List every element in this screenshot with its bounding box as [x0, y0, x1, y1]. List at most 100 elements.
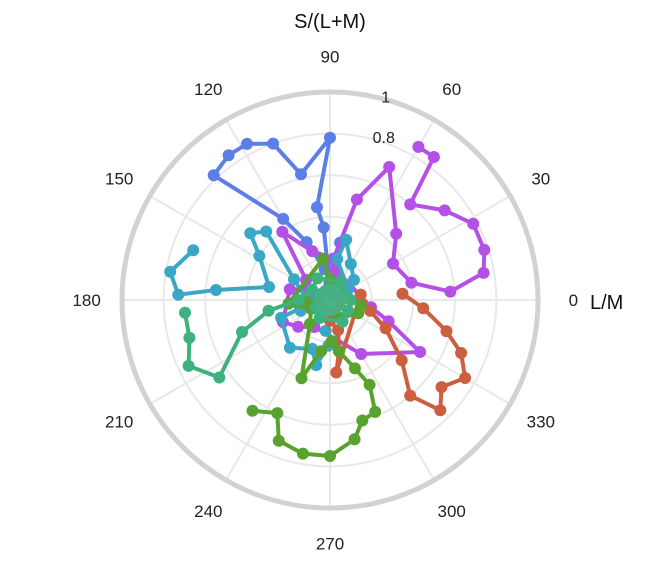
radial-tick-label: 0.8 — [373, 130, 395, 147]
data-point — [316, 253, 329, 265]
data-point — [414, 346, 427, 358]
data-point — [262, 304, 275, 317]
data-point — [404, 389, 417, 402]
data-point — [440, 325, 453, 338]
data-point — [288, 273, 300, 286]
data-point — [260, 225, 273, 238]
data-point — [164, 265, 177, 278]
angle-tick-label: 240 — [194, 502, 222, 521]
data-point — [467, 217, 480, 230]
series-5 — [246, 253, 382, 462]
center-cluster-marker — [314, 284, 346, 316]
data-point — [459, 372, 472, 384]
data-point — [395, 354, 408, 367]
data-point — [295, 168, 307, 181]
angle-tick-label: 300 — [438, 502, 466, 521]
y-axis-title: S/(L+M) — [294, 11, 366, 33]
angle-tick-label: 270 — [316, 534, 344, 553]
data-point — [183, 331, 196, 344]
data-point — [477, 266, 490, 279]
data-point — [283, 341, 296, 354]
angular-grid-line — [329, 299, 435, 481]
angle-tick-label: 90 — [321, 48, 340, 67]
data-point — [369, 405, 382, 418]
data-point — [342, 304, 354, 317]
angle-tick-label: 60 — [442, 80, 461, 99]
data-point — [438, 204, 451, 217]
data-point — [330, 366, 343, 379]
data-point — [331, 253, 344, 265]
data-point — [283, 283, 296, 296]
angle-tick-label: 30 — [531, 169, 550, 188]
data-point — [292, 294, 305, 306]
data-point — [344, 294, 357, 306]
data-point — [405, 276, 418, 289]
data-point — [344, 258, 357, 270]
data-point — [435, 381, 448, 394]
data-point — [350, 193, 363, 206]
data-point — [241, 137, 253, 150]
data-point — [340, 233, 353, 246]
data-point — [276, 225, 289, 238]
data-point — [325, 335, 338, 348]
data-point — [275, 311, 288, 324]
data-point — [182, 359, 195, 372]
data-point — [390, 227, 403, 240]
data-point — [348, 433, 361, 446]
data-point — [306, 245, 319, 258]
angle-tick-label: 150 — [105, 169, 133, 188]
data-point — [396, 287, 409, 300]
data-point — [295, 372, 308, 385]
data-point — [324, 450, 336, 462]
data-point — [478, 243, 491, 256]
data-point — [404, 198, 417, 211]
data-point — [313, 312, 326, 324]
data-point — [267, 137, 280, 150]
data-point — [272, 434, 285, 447]
data-point — [354, 288, 367, 301]
angular-grid-line — [329, 195, 511, 301]
outer-boundary-circle — [119, 89, 541, 511]
angular-grid-line — [149, 195, 331, 301]
data-point — [296, 447, 309, 460]
angle-tick-label: 120 — [194, 80, 222, 99]
data-point — [222, 149, 235, 162]
data-point — [319, 324, 332, 337]
data-point — [311, 272, 324, 285]
data-point — [317, 221, 330, 234]
data-point — [306, 283, 318, 296]
label-layer: S/(L+M) L/M 0 30 60 90 120 150 180 210 240 270 300… — [72, 11, 623, 553]
data-point — [333, 345, 345, 358]
data-point — [311, 201, 323, 214]
data-point — [315, 345, 327, 358]
data-point — [355, 348, 368, 360]
angular-grid-line — [149, 299, 331, 405]
data-point — [210, 284, 222, 296]
data-point — [412, 140, 425, 153]
angle-tick-label: 330 — [527, 413, 555, 432]
x-axis-title: L/M — [590, 292, 623, 314]
data-point — [387, 257, 399, 270]
data-point — [236, 326, 248, 338]
data-point — [213, 371, 226, 384]
data-point — [244, 227, 257, 240]
data-point — [246, 404, 259, 417]
data-point — [303, 317, 316, 330]
data-point — [379, 322, 392, 335]
data-point — [348, 362, 361, 375]
data-point — [383, 161, 396, 173]
data-point — [363, 378, 376, 391]
data-point — [263, 281, 275, 293]
data-point — [455, 347, 468, 359]
angle-tick-label: 180 — [72, 291, 100, 310]
data-point — [364, 304, 377, 317]
data-point — [444, 285, 457, 298]
data-point — [352, 307, 365, 320]
angle-tick-label: 0 — [569, 291, 578, 310]
data-point — [207, 169, 220, 182]
data-point — [427, 151, 440, 163]
data-point — [356, 414, 369, 427]
data-point — [277, 212, 290, 225]
